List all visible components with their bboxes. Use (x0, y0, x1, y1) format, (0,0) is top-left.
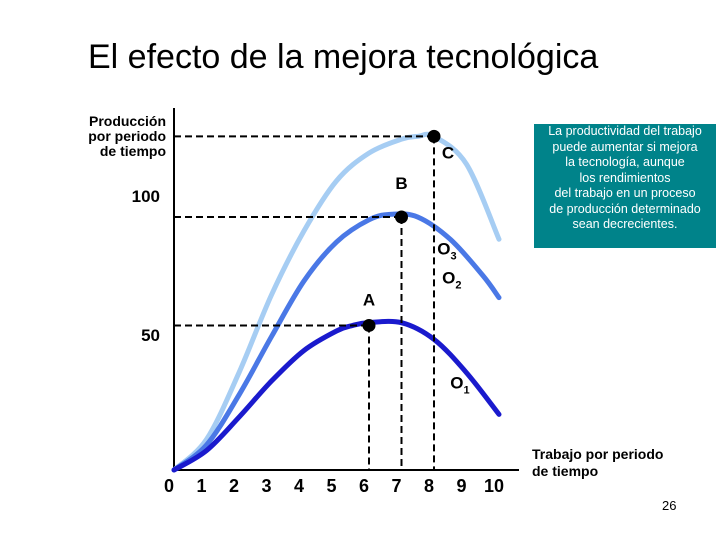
note-line-5: del trabajo en un proceso (554, 186, 696, 200)
note-box: La productividad del trabajo puede aumen… (534, 124, 716, 248)
page-number: 26 (662, 498, 677, 513)
note-line-3: la tecnología, aunque (565, 155, 685, 169)
slide-title: El efecto de la mejora tecnológica (88, 38, 599, 76)
series-label-o3: O3 (437, 239, 456, 262)
curve-o2 (171, 211, 502, 473)
y-axis-label-line-3: de tiempo (99, 143, 166, 159)
x-tick-label-10: 10 (484, 476, 504, 496)
x-tick-label-1: 1 (196, 476, 206, 496)
x-tick-label-5: 5 (326, 476, 336, 496)
x-tick-label-6: 6 (359, 476, 369, 496)
series-label-o1: O1 (450, 373, 469, 396)
point-label-c: C (442, 143, 454, 162)
y-tick-label-50: 50 (141, 326, 160, 345)
y-tick-label-100: 100 (132, 187, 160, 206)
note-line-4: los rendimientos (579, 170, 671, 185)
note-line-6: de producción determinado (549, 201, 701, 216)
y-axis-label: Producción por periodo de tiempo (60, 114, 166, 159)
x-tick-label-7: 7 (391, 476, 401, 496)
y-axis-label-line-2: por periodo (88, 128, 166, 144)
x-tick-label-0: 0 (164, 476, 174, 496)
curve-o3 (171, 131, 502, 473)
curve-o1 (171, 318, 502, 473)
x-tick-label-3: 3 (261, 476, 271, 496)
series-label-o2: O2 (442, 269, 461, 292)
x-axis-label-line-2: de tiempo (532, 463, 599, 479)
point-label-b: B (395, 174, 407, 193)
x-axis-label-line-1: Trabajo por periodo (532, 446, 664, 462)
point-b (395, 210, 408, 224)
note-line-7: sean decrecientes. (572, 217, 678, 231)
y-axis-label-line-1: Producción (88, 113, 166, 129)
x-tick-label-9: 9 (456, 476, 466, 496)
point-a (362, 318, 376, 332)
x-tick-label-4: 4 (294, 476, 304, 496)
point-label-a: A (363, 290, 375, 309)
x-axis-label: Trabajo por periodo de tiempo (532, 446, 692, 480)
x-tick-label-8: 8 (424, 476, 434, 496)
x-tick-label-2: 2 (229, 476, 239, 496)
point-c (427, 129, 441, 143)
note-line-2: puede aumentar si mejora (552, 139, 698, 154)
note-line-1: La productividad del trabajo (548, 124, 702, 138)
